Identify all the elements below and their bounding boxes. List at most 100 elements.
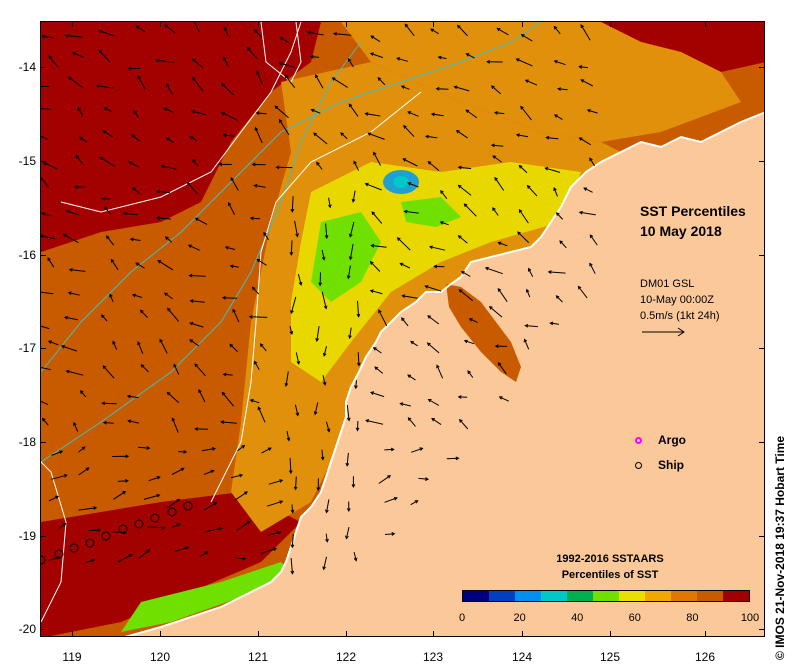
current-vector [583,187,593,193]
current-vector-head [278,118,283,123]
current-vector-head [67,76,72,81]
colorbar-segment [619,591,645,601]
current-vector [378,309,388,327]
current-vector-head [459,418,463,423]
current-vector-head [545,135,550,140]
ship-marker-icon [635,462,642,469]
current-vector [249,316,268,318]
current-vector-head [326,428,331,433]
current-vector [109,294,114,303]
current-vector-head [288,470,293,475]
current-vector-head [284,382,289,387]
current-vector [157,260,174,271]
current-vector [519,165,528,174]
current-vector-head [315,338,320,343]
current-vector-head [213,502,218,506]
current-vector [279,37,290,44]
current-vector [353,551,357,561]
current-vector-head [227,201,232,206]
current-vector [295,352,300,365]
current-vector-head [255,111,260,116]
map-frame[interactable] [40,21,765,637]
current-vector-head [440,189,444,194]
sst-map[interactable] [41,22,765,637]
current-vector [348,103,359,117]
current-vector-head [467,370,471,375]
current-vector-head [171,417,176,422]
colorbar-title: 1992-2016 SSTAARS Percentiles of SST [515,551,705,583]
current-vector [520,106,532,121]
title-line-2: 10 May 2018 [640,223,722,239]
current-vector [221,421,237,424]
current-vector-head [407,182,412,186]
current-vector [491,144,504,147]
current-vector-head [204,551,209,555]
current-vector [579,211,596,216]
current-vector-head [497,241,502,246]
current-vector [589,157,596,167]
current-vector-head [126,394,131,399]
current-vector [140,364,149,373]
current-vector-head [351,484,356,489]
current-vector [516,58,533,67]
current-vector-head [190,109,196,114]
current-vector-head [494,176,498,181]
current-vector-head [229,343,234,348]
current-vector-head [496,27,501,32]
colorbar-segment [515,591,541,601]
current-vector [458,185,472,196]
current-vector [138,446,150,449]
current-vector-head [279,479,284,483]
current-vector [187,182,198,195]
current-vector-head [64,33,69,38]
current-vector-head [490,85,495,89]
current-vector [384,448,394,451]
current-vector-head [589,157,593,162]
current-vector-head [403,124,407,129]
current-vector-head [133,109,138,114]
current-vector [526,289,531,298]
current-vector [322,375,326,385]
scale-arrow-icon [642,327,685,337]
current-vector [492,207,499,216]
current-vector-head [239,473,244,478]
current-vector-head [458,289,463,293]
lon-tick [522,631,523,637]
current-vector-head [103,107,108,111]
current-vector-head [222,133,227,138]
current-vector [191,110,206,116]
current-vector-head [583,187,588,191]
current-vector [229,344,238,352]
current-vector-head [553,114,558,118]
current-vector-head [515,58,520,62]
current-vector-head [222,56,227,61]
current-vector-head [528,267,532,272]
current-vector [171,467,185,475]
current-vector [47,257,55,268]
current-vector [494,112,505,115]
current-vector [498,362,507,375]
current-vector [131,134,141,142]
current-vector [171,418,179,433]
current-vector-head [155,216,160,220]
current-vector-head [523,338,528,343]
current-vector [418,477,429,480]
vector-scale: 0.5m/s (1kt 24h) [640,310,720,322]
current-vector-head [354,385,358,390]
current-vector [580,24,591,41]
current-vector-head [198,388,202,393]
current-vector [88,529,101,532]
current-vector-head [137,74,141,79]
current-vector-head [128,553,133,558]
current-vector [545,167,561,173]
current-vector [102,402,117,405]
current-vector [222,56,229,67]
current-vector [438,56,447,60]
current-vector-head [189,321,194,326]
current-vector [129,161,139,168]
current-vector [458,235,468,244]
current-vector-head [370,391,375,395]
current-vector-head [156,476,161,480]
current-vector [402,295,418,299]
current-vector [237,520,251,531]
